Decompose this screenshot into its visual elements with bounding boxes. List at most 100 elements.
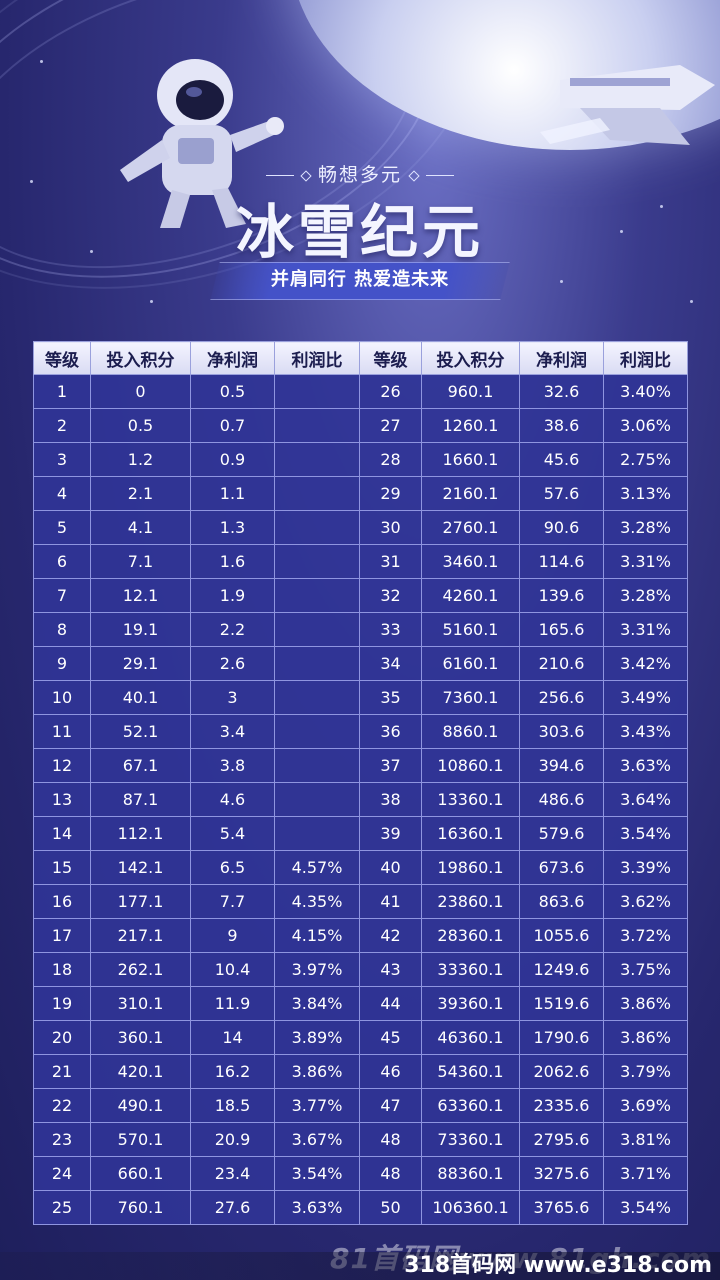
table-cell — [274, 646, 360, 681]
table-cell: 4260.1 — [421, 578, 520, 613]
table-cell: 2160.1 — [421, 476, 520, 511]
header-profit-ratio: 利润比 — [603, 341, 688, 375]
table-row: 23 570.1 20.9 3.67% 48 73360.1 2795.6 3.81% — [33, 1122, 688, 1157]
table-cell: 3.39% — [603, 850, 688, 885]
table-cell: 3.79% — [603, 1054, 688, 1089]
table-cell — [274, 748, 360, 783]
table-cell: 1790.6 — [519, 1020, 604, 1055]
table-cell: 3.31% — [603, 544, 688, 579]
table-cell: 54360.1 — [421, 1054, 520, 1089]
table-cell: 13 — [33, 782, 91, 817]
table-cell — [274, 476, 360, 511]
table-row: 9 29.1 2.6 34 6160.1 210.6 3.42% — [33, 646, 688, 681]
table-row: 8 19.1 2.2 33 5160.1 165.6 3.31% — [33, 612, 688, 647]
table-cell: 10 — [33, 680, 91, 715]
table-cell: 0.7 — [190, 408, 275, 443]
table-cell: 12.1 — [90, 578, 191, 613]
table-header-row: 等级 投入积分 净利润 利润比 等级 投入积分 净利润 利润比 — [33, 341, 688, 375]
table-cell: 3.4 — [190, 714, 275, 749]
table-cell — [274, 408, 360, 443]
table-cell: 43 — [359, 952, 422, 987]
table-cell — [274, 782, 360, 817]
table-cell: 14 — [33, 816, 91, 851]
table-cell: 48 — [359, 1156, 422, 1191]
table-cell: 3460.1 — [421, 544, 520, 579]
table-cell: 6160.1 — [421, 646, 520, 681]
table-cell: 9 — [33, 646, 91, 681]
table-cell: 34 — [359, 646, 422, 681]
table-cell: 41 — [359, 884, 422, 919]
table-row: 6 7.1 1.6 31 3460.1 114.6 3.31% — [33, 544, 688, 579]
table-cell: 1.3 — [190, 510, 275, 545]
table-cell: 15 — [33, 850, 91, 885]
table-row: 7 12.1 1.9 32 4260.1 139.6 3.28% — [33, 578, 688, 613]
table-cell: 3.13% — [603, 476, 688, 511]
table-cell: 3.86% — [274, 1054, 360, 1089]
table-row: 4 2.1 1.1 29 2160.1 57.6 3.13% — [33, 476, 688, 511]
table-cell: 142.1 — [90, 850, 191, 885]
table-cell: 3.42% — [603, 646, 688, 681]
table-cell: 31 — [359, 544, 422, 579]
table-cell: 1260.1 — [421, 408, 520, 443]
table-cell: 3.40% — [603, 374, 688, 409]
space-shuttle-image — [540, 65, 715, 145]
header-profit-ratio: 利润比 — [274, 341, 360, 375]
table-cell: 23.4 — [190, 1156, 275, 1191]
astronaut-image — [120, 59, 284, 228]
table-cell: 1.1 — [190, 476, 275, 511]
table-cell: 3.54% — [603, 1190, 688, 1225]
table-cell: 3.75% — [603, 952, 688, 987]
table-row: 13 87.1 4.6 38 13360.1 486.6 3.64% — [33, 782, 688, 817]
table-cell: 88360.1 — [421, 1156, 520, 1191]
table-cell: 38.6 — [519, 408, 604, 443]
table-cell: 2.75% — [603, 442, 688, 477]
table-cell: 7360.1 — [421, 680, 520, 715]
table-cell: 3.62% — [603, 884, 688, 919]
table-cell: 8860.1 — [421, 714, 520, 749]
header-points: 投入积分 — [421, 341, 520, 375]
table-cell: 73360.1 — [421, 1122, 520, 1157]
table-cell: 3.97% — [274, 952, 360, 987]
table-row: 14 112.1 5.4 39 16360.1 579.6 3.54% — [33, 816, 688, 851]
table-row: 15 142.1 6.5 4.57% 40 19860.1 673.6 3.39% — [33, 850, 688, 885]
table-cell: 11 — [33, 714, 91, 749]
table-cell: 570.1 — [90, 1122, 191, 1157]
subtitle: 畅想多元 — [260, 160, 460, 187]
table-cell: 2.6 — [190, 646, 275, 681]
table-cell: 20 — [33, 1020, 91, 1055]
table-cell: 13360.1 — [421, 782, 520, 817]
table-cell: 3.28% — [603, 578, 688, 613]
subtitle-text: 畅想多元 — [317, 164, 402, 186]
table-cell: 19860.1 — [421, 850, 520, 885]
table-cell: 67.1 — [90, 748, 191, 783]
table-cell: 3 — [190, 680, 275, 715]
table-cell: 7.1 — [90, 544, 191, 579]
table-row: 20 360.1 14 3.89% 45 46360.1 1790.6 3.86% — [33, 1020, 688, 1055]
table-cell: 3765.6 — [519, 1190, 604, 1225]
table-cell: 17 — [33, 918, 91, 953]
table-cell: 14 — [190, 1020, 275, 1055]
table-row: 3 1.2 0.9 28 1660.1 45.6 2.75% — [33, 442, 688, 477]
table-cell: 16.2 — [190, 1054, 275, 1089]
table-cell: 3.8 — [190, 748, 275, 783]
table-row: 19 310.1 11.9 3.84% 44 39360.1 1519.6 3.86% — [33, 986, 688, 1021]
table-cell: 38 — [359, 782, 422, 817]
table-cell: 4.1 — [90, 510, 191, 545]
table-cell: 9 — [190, 918, 275, 953]
table-cell: 37 — [359, 748, 422, 783]
table-cell: 3.43% — [603, 714, 688, 749]
table-cell: 0 — [90, 374, 191, 409]
table-cell: 19 — [33, 986, 91, 1021]
table-cell: 3.54% — [274, 1156, 360, 1191]
table-row: 2 0.5 0.7 27 1260.1 38.6 3.06% — [33, 408, 688, 443]
table-cell: 7 — [33, 578, 91, 613]
table-row: 25 760.1 27.6 3.63% 50 106360.1 3765.6 3.54% — [33, 1190, 688, 1225]
header-level: 等级 — [33, 341, 91, 375]
table-cell: 47 — [359, 1088, 422, 1123]
table-cell: 33 — [359, 612, 422, 647]
table-cell: 310.1 — [90, 986, 191, 1021]
table-cell: 3.86% — [603, 986, 688, 1021]
table-cell: 177.1 — [90, 884, 191, 919]
table-cell: 960.1 — [421, 374, 520, 409]
table-row: 1 0 0.5 26 960.1 32.6 3.40% — [33, 374, 688, 409]
